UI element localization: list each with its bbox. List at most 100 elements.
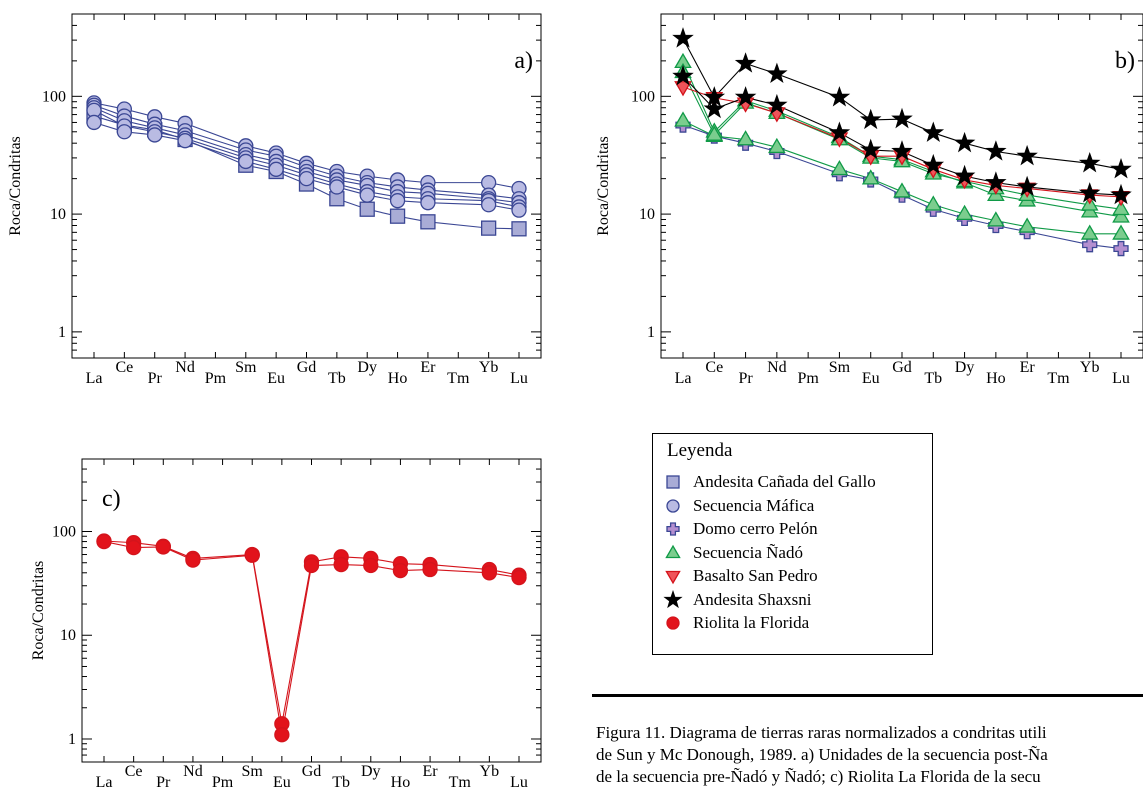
data-point-circle bbox=[303, 557, 320, 574]
data-point-circle bbox=[422, 561, 438, 578]
x-tick-label-Sm: Sm bbox=[242, 763, 264, 780]
legend-symbol bbox=[666, 616, 680, 630]
data-point-star bbox=[734, 86, 757, 107]
data-point-star bbox=[859, 108, 882, 130]
data-point-star bbox=[828, 121, 851, 142]
legend-item: Basalto San Pedro bbox=[663, 565, 818, 587]
legend-title: Leyenda bbox=[667, 440, 733, 461]
x-tick-label-Yb: Yb bbox=[479, 359, 499, 376]
x-tick-label-Nd: Nd bbox=[183, 763, 203, 780]
legend-label: Andesita Cañada del Gallo bbox=[693, 472, 876, 491]
x-tick-label-Er: Er bbox=[420, 359, 436, 376]
data-point-circle bbox=[185, 552, 201, 568]
data-point-circle bbox=[86, 114, 102, 131]
data-point-star bbox=[734, 52, 757, 73]
data-point-star bbox=[828, 86, 851, 107]
data-point-triangle-up bbox=[1112, 207, 1130, 223]
data-point-star bbox=[1078, 182, 1101, 203]
data-point-plus bbox=[1082, 237, 1098, 253]
data-point-triangle-up bbox=[861, 169, 880, 185]
plot-frame bbox=[81, 458, 542, 763]
y-tick-label: 1 bbox=[58, 324, 66, 341]
data-point-star bbox=[985, 171, 1007, 192]
y-axis-label: Roca/Condritas bbox=[595, 136, 612, 236]
x-tick-label-La: La bbox=[86, 370, 103, 387]
data-point-circle bbox=[481, 565, 498, 581]
x-tick-label-Tm: Tm bbox=[449, 774, 472, 791]
x-tick-label-Dy: Dy bbox=[955, 359, 975, 376]
x-tick-label-Yb: Yb bbox=[1080, 359, 1100, 376]
x-tick-label-Pm: Pm bbox=[797, 370, 819, 387]
x-tick-label-Eu: Eu bbox=[862, 370, 880, 387]
x-tick-label-Ce: Ce bbox=[125, 763, 143, 780]
legend-marker-triangle-down-icon bbox=[665, 570, 681, 585]
data-point-square bbox=[480, 220, 497, 236]
data-point-triangle-up bbox=[1080, 224, 1099, 240]
y-tick-label: 10 bbox=[50, 206, 66, 223]
legend-marker-circle-icon bbox=[666, 498, 680, 513]
data-point-circle bbox=[147, 127, 163, 143]
x-tick-label-Lu: Lu bbox=[1112, 370, 1130, 387]
data-point-circle bbox=[392, 562, 409, 579]
data-point-circle bbox=[274, 727, 290, 743]
legend-label: Basalto San Pedro bbox=[693, 566, 818, 585]
data-point-triangle-up bbox=[1018, 217, 1036, 233]
data-point-star bbox=[672, 27, 694, 48]
series-group bbox=[96, 533, 527, 743]
data-point-circle bbox=[359, 187, 375, 203]
legend-label: Andesita Shaxsni bbox=[693, 589, 812, 609]
data-point-star bbox=[985, 140, 1007, 161]
x-tick-label-Dy: Dy bbox=[361, 763, 381, 780]
x-tick-label-Eu: Eu bbox=[267, 370, 285, 387]
data-point-triangle-up bbox=[768, 137, 786, 154]
data-point-circle bbox=[244, 547, 260, 563]
x-tick-label-Tb: Tb bbox=[332, 774, 350, 791]
data-point-circle bbox=[238, 153, 254, 170]
legend-item: Andesita Shaxsni bbox=[663, 589, 812, 611]
x-tick-label-Er: Er bbox=[423, 763, 439, 780]
data-point-circle bbox=[155, 539, 171, 555]
series-group bbox=[86, 95, 527, 237]
data-point-star bbox=[766, 93, 788, 115]
data-point-triangle-up bbox=[893, 182, 911, 198]
legend-label: Secuencia Máfica bbox=[693, 495, 815, 515]
x-tick-label-Tb: Tb bbox=[924, 370, 942, 387]
data-point-triangle-up bbox=[987, 211, 1005, 227]
legend-label: Riolita la Florida bbox=[693, 613, 810, 632]
data-point-square bbox=[420, 214, 436, 230]
x-tick-label-Ce: Ce bbox=[705, 359, 723, 376]
data-point-square bbox=[389, 208, 406, 224]
x-tick-label-Pr: Pr bbox=[738, 370, 753, 387]
caption-line-2: de Sun y Mc Donough, 1989. a) Unidades d… bbox=[596, 745, 1048, 764]
data-point-triangle-up bbox=[924, 195, 943, 211]
data-point-circle bbox=[125, 539, 142, 556]
data-point-triangle-up bbox=[705, 125, 724, 141]
data-point-star bbox=[766, 62, 788, 84]
data-point-square bbox=[359, 201, 375, 217]
legend-marker-plus-icon bbox=[666, 522, 680, 536]
legend-marker-star-icon bbox=[663, 589, 683, 608]
data-point-star bbox=[672, 64, 694, 86]
chart-panel-1: 1 10 100 Roca/Condritas La Ce Pr Nd Pm Sm Eu Gd Tb Dy… bbox=[7, 13, 542, 387]
y-tick-label: 1 bbox=[68, 731, 76, 748]
x-tick-label-Tb: Tb bbox=[328, 370, 346, 387]
legend-label: Domo cerro Pelón bbox=[693, 519, 818, 538]
legend-symbol bbox=[665, 570, 681, 585]
data-point-triangle-up bbox=[1112, 199, 1130, 216]
data-point-square bbox=[511, 221, 527, 237]
x-tick-label-Ho: Ho bbox=[986, 370, 1006, 387]
y-axis-label: Roca/Condritas bbox=[30, 561, 47, 661]
data-point-star bbox=[953, 131, 976, 153]
caption-rule bbox=[592, 694, 1143, 697]
data-point-triangle-up bbox=[1112, 224, 1130, 240]
x-tick-label-Lu: Lu bbox=[510, 774, 528, 791]
legend-label: Secuencia Ñadó bbox=[693, 542, 803, 562]
data-point-star bbox=[1110, 183, 1132, 205]
data-point-triangle-up bbox=[736, 130, 755, 146]
x-tick-label-La: La bbox=[96, 774, 113, 791]
x-tick-label-Ce: Ce bbox=[115, 359, 133, 376]
data-point-circle bbox=[511, 202, 527, 218]
x-tick-label-Gd: Gd bbox=[892, 359, 912, 376]
data-point-circle bbox=[298, 170, 315, 187]
